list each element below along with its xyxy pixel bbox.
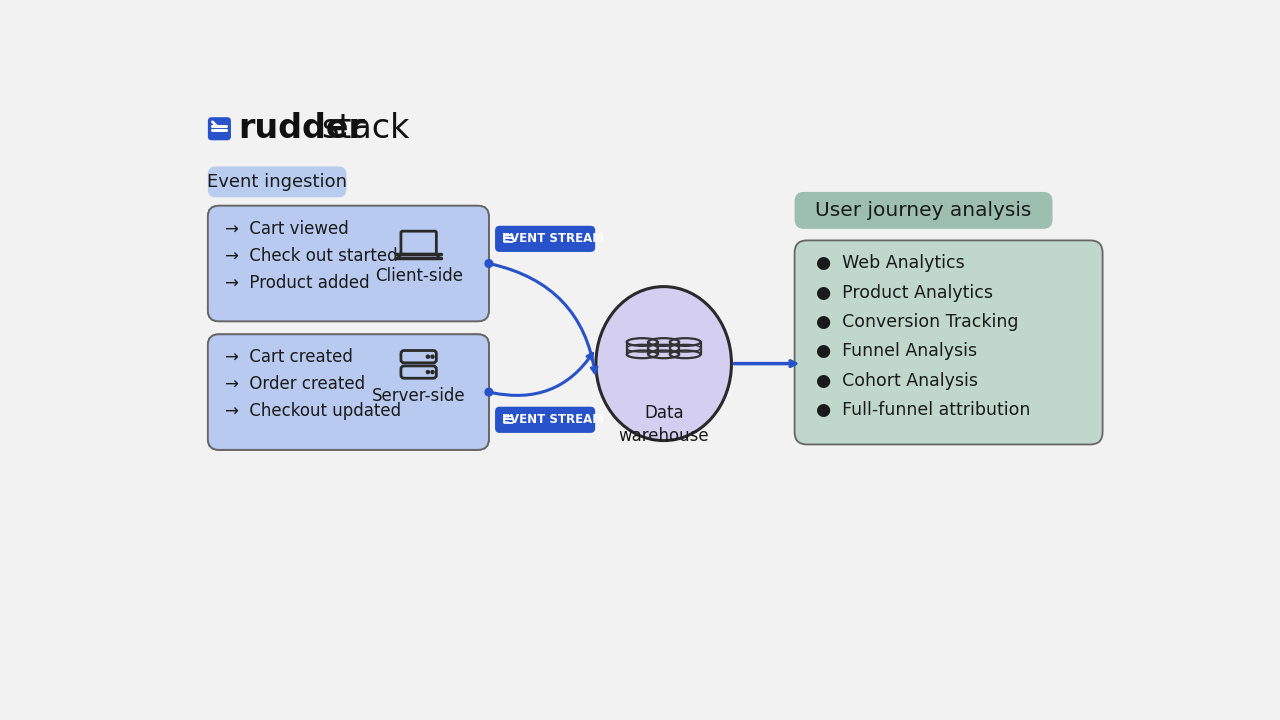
Text: →  Checkout updated: → Checkout updated xyxy=(225,402,401,420)
Text: ●  Conversion Tracking: ● Conversion Tracking xyxy=(817,313,1019,331)
Text: ●  Funnel Analysis: ● Funnel Analysis xyxy=(817,342,978,360)
FancyBboxPatch shape xyxy=(207,117,230,140)
Text: Client-side: Client-side xyxy=(375,266,462,284)
FancyBboxPatch shape xyxy=(795,240,1102,444)
Text: ≡: ≡ xyxy=(500,413,513,427)
Circle shape xyxy=(431,355,434,359)
Text: ●  Product Analytics: ● Product Analytics xyxy=(817,284,993,302)
Text: rudder: rudder xyxy=(238,112,366,145)
Text: ●  Full-funnel attribution: ● Full-funnel attribution xyxy=(817,401,1030,419)
Text: ●  Cohort Analysis: ● Cohort Analysis xyxy=(817,372,978,390)
Text: ≡: ≡ xyxy=(500,231,513,246)
Text: →  Product added: → Product added xyxy=(225,274,370,292)
Text: Event ingestion: Event ingestion xyxy=(207,173,347,191)
FancyBboxPatch shape xyxy=(495,407,595,433)
Text: →  Check out started: → Check out started xyxy=(225,247,397,265)
Text: EVENT STREAM: EVENT STREAM xyxy=(502,233,604,246)
Text: →  Order created: → Order created xyxy=(225,375,365,393)
FancyBboxPatch shape xyxy=(207,206,489,321)
Text: →  Cart created: → Cart created xyxy=(225,348,353,366)
Text: EVENT STREAM: EVENT STREAM xyxy=(502,413,604,426)
Circle shape xyxy=(485,388,493,396)
Text: ●  Web Analytics: ● Web Analytics xyxy=(817,254,965,272)
Circle shape xyxy=(426,371,429,374)
FancyBboxPatch shape xyxy=(207,334,489,450)
Text: →  Cart viewed: → Cart viewed xyxy=(225,220,348,238)
Text: Data
warehouse: Data warehouse xyxy=(618,404,709,445)
FancyBboxPatch shape xyxy=(207,334,489,450)
Text: stack: stack xyxy=(321,112,410,145)
Circle shape xyxy=(485,260,493,267)
Ellipse shape xyxy=(596,287,731,441)
Text: User journey analysis: User journey analysis xyxy=(815,201,1032,220)
Text: Server-side: Server-side xyxy=(371,387,466,405)
FancyBboxPatch shape xyxy=(207,206,489,321)
FancyBboxPatch shape xyxy=(495,226,595,252)
Circle shape xyxy=(431,371,434,374)
Circle shape xyxy=(426,355,429,359)
FancyBboxPatch shape xyxy=(207,166,347,197)
FancyBboxPatch shape xyxy=(795,192,1052,229)
